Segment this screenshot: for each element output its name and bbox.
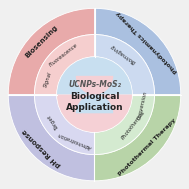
Text: Target: Target [47, 113, 60, 130]
Text: Biosensing: Biosensing [24, 24, 59, 59]
Text: Photothermal Therapy: Photothermal Therapy [118, 118, 177, 177]
Wedge shape [8, 94, 94, 181]
Text: Photodynamics Therapy: Photodynamics Therapy [116, 10, 179, 73]
Text: Signal: Signal [43, 71, 53, 88]
Wedge shape [35, 94, 94, 155]
Wedge shape [8, 8, 94, 94]
Wedge shape [76, 76, 113, 94]
Text: pH Response: pH Response [21, 127, 62, 168]
Text: Fluorescence: Fluorescence [49, 43, 79, 68]
Circle shape [57, 57, 132, 132]
Text: UCNPs-MoS₂: UCNPs-MoS₂ [68, 80, 121, 89]
Text: Conversion: Conversion [137, 91, 148, 121]
Text: Bioimaging: Bioimaging [109, 43, 137, 64]
Wedge shape [94, 8, 181, 94]
Wedge shape [94, 35, 154, 94]
Text: Biological
Application: Biological Application [66, 92, 123, 112]
Wedge shape [94, 94, 181, 181]
Wedge shape [57, 94, 132, 132]
Text: Photothermal: Photothermal [121, 110, 147, 141]
Text: Administration: Administration [58, 132, 94, 150]
Wedge shape [94, 94, 154, 155]
Wedge shape [76, 94, 113, 113]
Wedge shape [35, 35, 94, 94]
Wedge shape [57, 57, 132, 94]
